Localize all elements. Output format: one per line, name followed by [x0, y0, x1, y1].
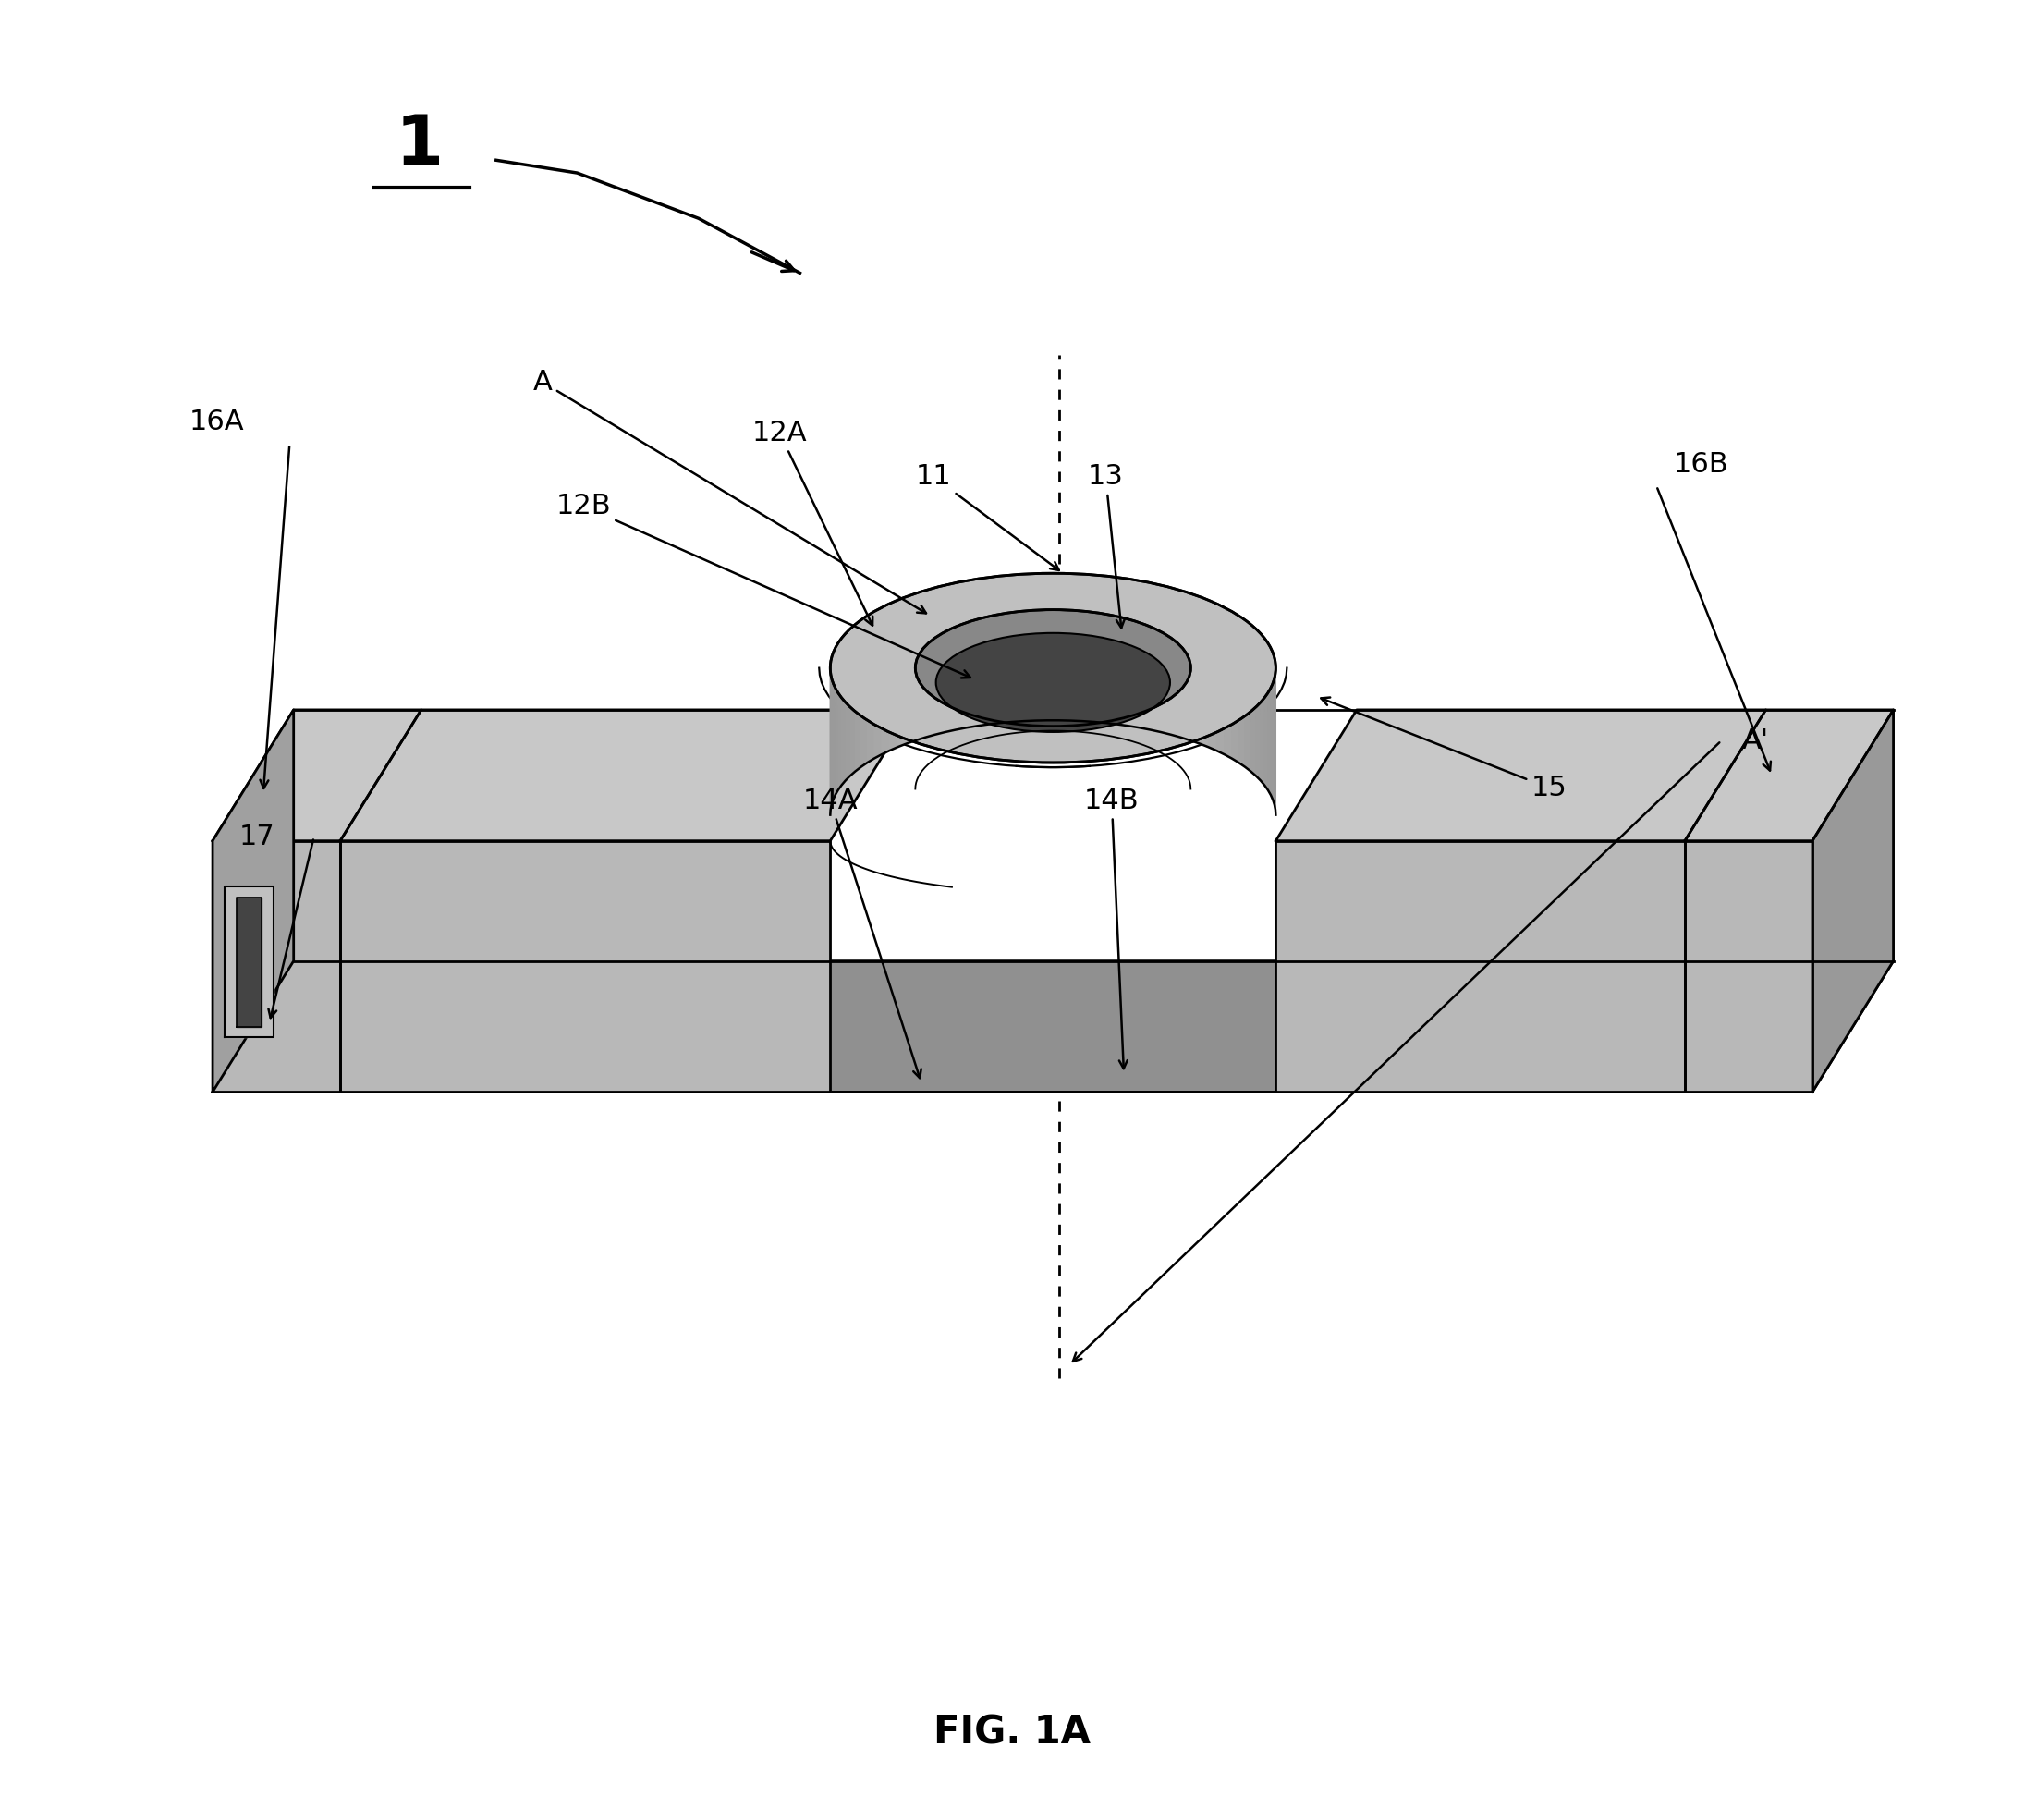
Polygon shape — [925, 588, 936, 737]
Polygon shape — [1272, 648, 1274, 799]
Polygon shape — [1256, 630, 1260, 781]
Text: 11: 11 — [915, 464, 1059, 570]
Polygon shape — [1685, 710, 1893, 841]
Polygon shape — [1217, 604, 1225, 755]
Polygon shape — [1083, 573, 1094, 723]
Polygon shape — [213, 710, 421, 841]
Polygon shape — [1160, 586, 1170, 735]
Polygon shape — [1251, 624, 1256, 775]
Polygon shape — [1071, 573, 1083, 721]
Polygon shape — [340, 841, 830, 1092]
Polygon shape — [1685, 841, 1812, 1092]
Text: A: A — [533, 369, 925, 613]
Polygon shape — [875, 608, 881, 759]
Polygon shape — [225, 886, 273, 1037]
Polygon shape — [978, 577, 988, 726]
Polygon shape — [1225, 608, 1231, 759]
Text: 1: 1 — [395, 111, 443, 180]
Polygon shape — [966, 579, 978, 728]
Polygon shape — [1181, 590, 1191, 741]
Polygon shape — [846, 630, 850, 781]
Polygon shape — [889, 601, 897, 750]
Polygon shape — [988, 575, 1000, 724]
Polygon shape — [915, 590, 925, 741]
Polygon shape — [1268, 642, 1272, 795]
Ellipse shape — [830, 573, 1276, 763]
Polygon shape — [1150, 582, 1160, 732]
Ellipse shape — [936, 633, 1170, 732]
Polygon shape — [1059, 573, 1071, 721]
Text: 13: 13 — [1087, 464, 1124, 628]
Polygon shape — [838, 639, 842, 790]
Polygon shape — [956, 581, 966, 730]
Text: 14A: 14A — [802, 788, 921, 1077]
Polygon shape — [1047, 573, 1059, 721]
Polygon shape — [1035, 573, 1047, 721]
Polygon shape — [907, 593, 915, 744]
Polygon shape — [1128, 579, 1140, 728]
Text: 16A: 16A — [188, 410, 245, 435]
Polygon shape — [832, 648, 834, 799]
Polygon shape — [1012, 573, 1023, 723]
Polygon shape — [1245, 621, 1251, 772]
Text: 16B: 16B — [1673, 451, 1729, 477]
Text: 12A: 12A — [751, 420, 873, 626]
Polygon shape — [1140, 581, 1150, 730]
Polygon shape — [1118, 577, 1128, 726]
Polygon shape — [1170, 588, 1181, 737]
Polygon shape — [881, 604, 889, 755]
Polygon shape — [213, 961, 1893, 1092]
Polygon shape — [1276, 841, 1685, 1092]
Ellipse shape — [915, 610, 1191, 726]
Polygon shape — [946, 582, 956, 732]
Text: FIG. 1A: FIG. 1A — [934, 1713, 1091, 1753]
Polygon shape — [1239, 615, 1245, 766]
Text: 15: 15 — [1320, 697, 1567, 801]
Polygon shape — [1231, 612, 1239, 763]
Polygon shape — [1000, 575, 1012, 723]
Polygon shape — [1191, 593, 1199, 744]
Text: A': A' — [1742, 728, 1770, 753]
Polygon shape — [1023, 573, 1035, 721]
Polygon shape — [855, 621, 861, 772]
Polygon shape — [1106, 575, 1118, 724]
Polygon shape — [867, 612, 875, 763]
Text: 14B: 14B — [1083, 788, 1140, 1068]
Polygon shape — [1094, 575, 1106, 723]
Text: 12B: 12B — [555, 493, 970, 677]
Polygon shape — [213, 841, 340, 1092]
Polygon shape — [1260, 633, 1264, 784]
Polygon shape — [936, 586, 946, 735]
Text: 17: 17 — [239, 824, 275, 850]
Polygon shape — [1199, 597, 1209, 746]
Polygon shape — [1276, 710, 1766, 841]
Polygon shape — [842, 633, 846, 784]
Polygon shape — [237, 897, 261, 1026]
Polygon shape — [1264, 639, 1268, 790]
Polygon shape — [340, 710, 911, 841]
Polygon shape — [850, 624, 855, 775]
Polygon shape — [834, 642, 838, 795]
Polygon shape — [897, 597, 907, 746]
Polygon shape — [1209, 601, 1217, 750]
Polygon shape — [1812, 710, 1893, 1092]
Polygon shape — [861, 615, 867, 766]
Polygon shape — [213, 710, 294, 1092]
